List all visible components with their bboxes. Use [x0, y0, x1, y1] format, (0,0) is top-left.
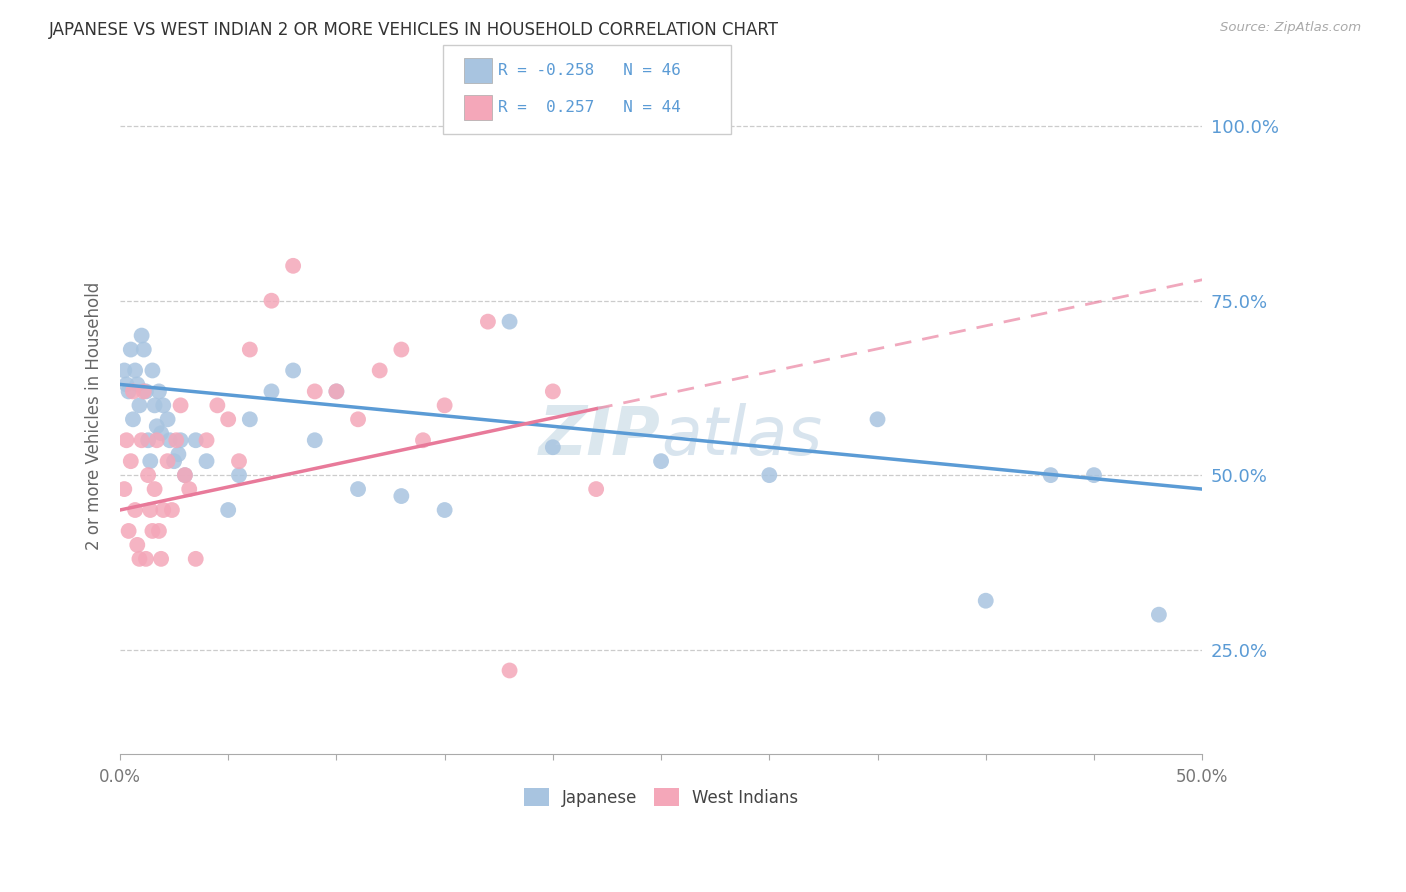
Point: [131, 434, 153, 448]
Point: [1039, 468, 1062, 483]
Legend: Japanese, West Indians: Japanese, West Indians: [517, 781, 806, 814]
Point: [585, 482, 607, 496]
Text: JAPANESE VS WEST INDIAN 2 OR MORE VEHICLES IN HOUSEHOLD CORRELATION CHART: JAPANESE VS WEST INDIAN 2 OR MORE VEHICL…: [49, 21, 779, 39]
Point: [132, 384, 155, 399]
Point: [117, 384, 139, 399]
Point: [758, 468, 780, 483]
Point: [128, 552, 150, 566]
Point: [866, 412, 889, 426]
Point: [389, 343, 412, 357]
Point: [179, 482, 201, 496]
Point: [169, 398, 191, 412]
Point: [347, 412, 370, 426]
Point: [195, 454, 218, 468]
Point: [136, 468, 159, 483]
Point: [150, 426, 173, 441]
Point: [145, 419, 167, 434]
Point: [498, 664, 520, 678]
Point: [115, 434, 138, 448]
Point: [184, 552, 207, 566]
Point: [148, 384, 170, 399]
Point: [135, 384, 157, 399]
Point: [122, 412, 145, 426]
Point: [112, 482, 135, 496]
Point: [120, 343, 142, 357]
Text: R = -0.258   N = 46: R = -0.258 N = 46: [498, 63, 681, 78]
Point: [228, 468, 250, 483]
Point: [156, 412, 179, 426]
Point: [159, 434, 181, 448]
Point: [124, 503, 146, 517]
Point: [148, 524, 170, 538]
Point: [217, 412, 239, 426]
Point: [498, 315, 520, 329]
Point: [541, 440, 564, 454]
Point: [112, 363, 135, 377]
Text: R =  0.257   N = 44: R = 0.257 N = 44: [498, 101, 681, 115]
Point: [304, 434, 326, 448]
Point: [477, 315, 499, 329]
Point: [150, 552, 173, 566]
Point: [135, 552, 157, 566]
Point: [207, 398, 229, 412]
Point: [152, 398, 174, 412]
Point: [143, 398, 166, 412]
Text: ZIP: ZIP: [540, 403, 661, 469]
Point: [412, 434, 434, 448]
Point: [184, 434, 207, 448]
Point: [152, 503, 174, 517]
Point: [325, 384, 347, 399]
Point: [174, 468, 197, 483]
Point: [260, 384, 283, 399]
Point: [239, 412, 262, 426]
Point: [141, 524, 163, 538]
Point: [139, 503, 162, 517]
Point: [974, 593, 997, 607]
Point: [217, 503, 239, 517]
Point: [115, 377, 138, 392]
Point: [304, 384, 326, 399]
Point: [156, 454, 179, 468]
Point: [139, 454, 162, 468]
Point: [389, 489, 412, 503]
Point: [281, 363, 304, 377]
Point: [239, 343, 262, 357]
Point: [141, 363, 163, 377]
Point: [650, 454, 672, 468]
Point: [195, 434, 218, 448]
Point: [145, 434, 167, 448]
Point: [433, 398, 456, 412]
Point: [163, 454, 186, 468]
Point: [281, 259, 304, 273]
Point: [165, 434, 187, 448]
Point: [132, 343, 155, 357]
Point: [541, 384, 564, 399]
Point: [131, 328, 153, 343]
Point: [127, 377, 149, 392]
Point: [136, 434, 159, 448]
Point: [167, 447, 190, 461]
Point: [228, 454, 250, 468]
Point: [117, 524, 139, 538]
Text: Source: ZipAtlas.com: Source: ZipAtlas.com: [1220, 21, 1361, 35]
Point: [120, 454, 142, 468]
Y-axis label: 2 or more Vehicles in Household: 2 or more Vehicles in Household: [86, 282, 103, 550]
Point: [368, 363, 391, 377]
Point: [325, 384, 347, 399]
Text: atlas: atlas: [661, 403, 823, 469]
Point: [174, 468, 197, 483]
Point: [127, 538, 149, 552]
Point: [122, 384, 145, 399]
Point: [347, 482, 370, 496]
Point: [169, 434, 191, 448]
Point: [143, 482, 166, 496]
Point: [1147, 607, 1170, 622]
Point: [160, 503, 183, 517]
Point: [128, 398, 150, 412]
Point: [433, 503, 456, 517]
Point: [260, 293, 283, 308]
Point: [124, 363, 146, 377]
Point: [1083, 468, 1105, 483]
